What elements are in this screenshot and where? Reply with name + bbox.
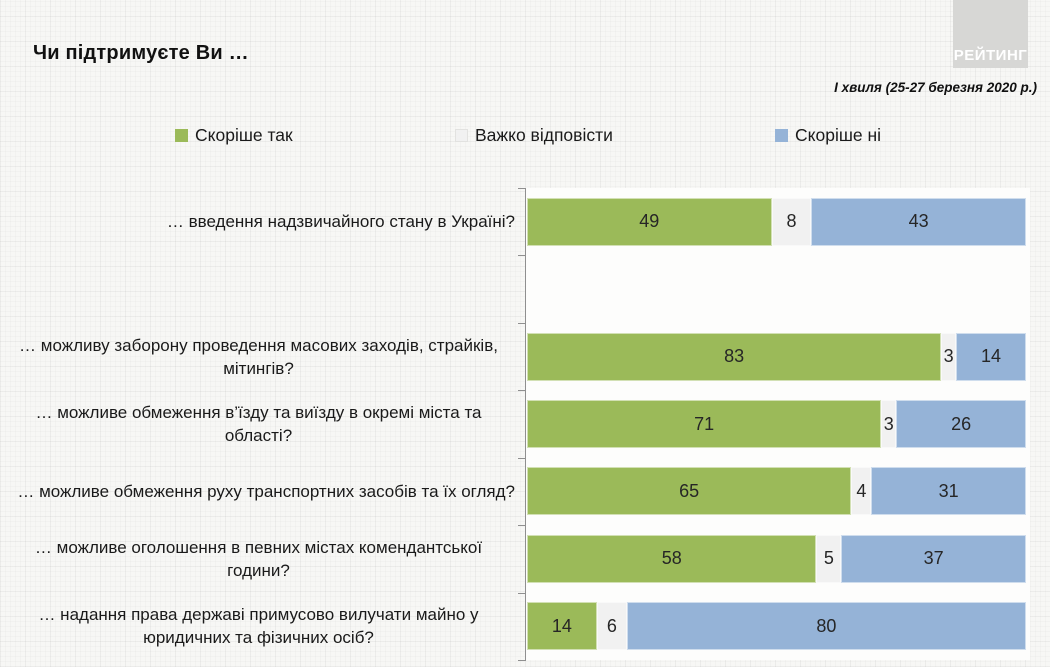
- category-label: … можливе обмеження в’їзду та виїзду в о…: [0, 390, 515, 457]
- legend-label: Скоріше так: [195, 125, 293, 145]
- legend-swatch-icon: [175, 129, 188, 142]
- category-label: … надання права державі примусово вилуча…: [0, 593, 515, 660]
- category-label-text: … можливе обмеження руху транспортних за…: [17, 481, 515, 501]
- wave-date-label: І хвиля (25-27 березня 2020 р.): [834, 80, 1037, 95]
- legend-item: Скоріше так: [175, 125, 293, 146]
- bar-row: 49 8 43: [527, 197, 1026, 246]
- category-label-text: … можливе обмеження в’їзду та виїзду в о…: [35, 402, 482, 445]
- bar-row: 83 3 14: [527, 332, 1026, 381]
- category-label-text: … можливе оголошення в певних містах ком…: [34, 537, 483, 580]
- category-labels: … введення надзвичайного стану в Україні…: [0, 188, 515, 660]
- bar-value-label: 58: [661, 548, 682, 569]
- bar-value-label: 83: [724, 346, 745, 367]
- bar-value-label: 31: [938, 480, 959, 501]
- bar-segment: 49: [527, 197, 772, 246]
- bar-value-label: 5: [823, 548, 834, 569]
- bar-segment: 26: [896, 400, 1026, 448]
- bar-segment: 4: [851, 467, 872, 516]
- category-label: … введення надзвичайного стану в Україні…: [0, 188, 515, 255]
- bar-segment: 71: [527, 400, 882, 448]
- bar-value-label: 6: [606, 615, 617, 636]
- axis-tick: [518, 322, 525, 324]
- axis-tick: [518, 525, 525, 527]
- category-label: … можливе оголошення в певних містах ком…: [0, 525, 515, 592]
- bar-value-label: 26: [951, 413, 972, 434]
- bar-value-label: 37: [923, 548, 944, 569]
- chart-legend: Скоріше так Важко відповісти Скоріше ні: [0, 125, 1050, 145]
- category-label-text: … надання права державі примусово вилуча…: [38, 605, 479, 648]
- axis-tick: [518, 188, 525, 189]
- category-label-text: … введення надзвичайного стану в Україні…: [166, 212, 515, 232]
- axis-tick: [518, 660, 525, 661]
- rating-logo: РЕЙТИНГ: [953, 0, 1028, 68]
- bar-row: 58 5 37: [527, 534, 1026, 583]
- bar-value-label: 71: [694, 413, 715, 434]
- bar-segment: 80: [626, 602, 1026, 651]
- legend-swatch-icon: [455, 129, 468, 142]
- bar-segment: 83: [527, 332, 942, 381]
- bar-segment: 14: [956, 332, 1026, 381]
- category-axis-line: [525, 188, 526, 661]
- bar-row: 71 3 26: [527, 400, 1026, 448]
- category-label-text: … можливу заборону проведення масових за…: [19, 335, 498, 378]
- axis-tick: [518, 255, 525, 257]
- bars-container: 49 8 43 83 3 14 71 3 26 65 4 31 58 5 37 14 6 80: [527, 188, 1026, 660]
- bar-segment: 37: [841, 534, 1026, 583]
- bar-segment: 8: [771, 197, 812, 246]
- rating-logo-text: РЕЙТИНГ: [953, 47, 1028, 64]
- axis-tick: [518, 592, 525, 594]
- bar-value-label: 65: [679, 480, 700, 501]
- bar-segment: 3: [941, 332, 957, 381]
- bar-value-label: 14: [551, 615, 572, 636]
- legend-label: Важко відповісти: [475, 125, 613, 145]
- bar-value-label: 4: [856, 480, 867, 501]
- axis-tick: [518, 390, 525, 392]
- chart-title: Чи підтримуєте Ви …: [33, 42, 249, 64]
- legend-item: Важко відповісти: [455, 125, 613, 146]
- bar-value-label: 8: [786, 211, 797, 232]
- bar-segment: 5: [816, 534, 842, 583]
- category-label: … можливе обмеження руху транспортних за…: [0, 458, 515, 525]
- bar-segment: 3: [881, 400, 897, 448]
- bar-value-label: 43: [908, 211, 929, 232]
- bar-value-label: 14: [981, 346, 1002, 367]
- bar-row: 14 6 80: [527, 602, 1026, 651]
- bar-segment: 65: [527, 467, 852, 516]
- legend-label: Скоріше ні: [795, 125, 882, 145]
- bar-row: 65 4 31: [527, 467, 1026, 516]
- legend-item: Скоріше ні: [775, 125, 881, 146]
- legend-swatch-icon: [775, 129, 788, 142]
- bar-segment: 31: [871, 467, 1026, 516]
- bar-segment: 14: [527, 602, 597, 651]
- bar-segment: 43: [811, 197, 1026, 246]
- bar-value-label: 49: [639, 211, 660, 232]
- plot-area: 49 8 43 83 3 14 71 3 26 65 4 31 58 5 37 14 6 80: [526, 188, 1030, 660]
- bar-segment: 6: [596, 602, 627, 651]
- bar-segment: 58: [527, 534, 817, 583]
- axis-tick: [518, 457, 525, 459]
- category-label: … можливу заборону проведення масових за…: [0, 323, 515, 390]
- bar-value-label: 3: [883, 413, 894, 434]
- bar-value-label: 3: [943, 346, 954, 367]
- bar-value-label: 80: [816, 615, 837, 636]
